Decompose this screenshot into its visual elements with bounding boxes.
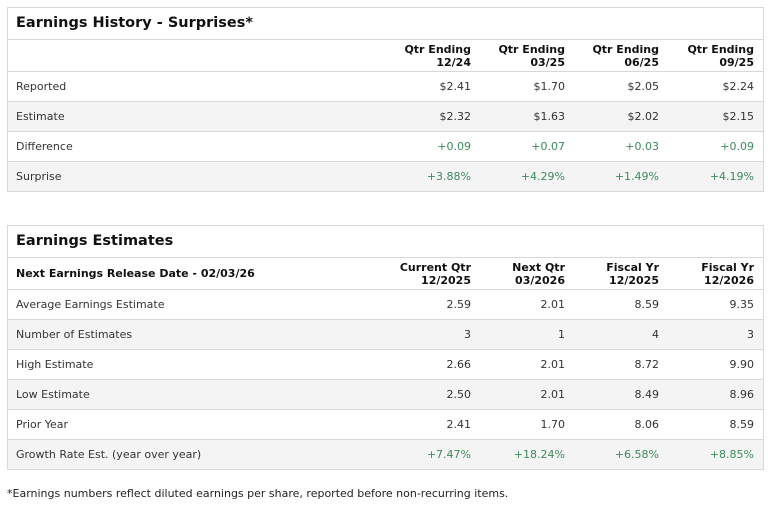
column-header: Fiscal Yr 12/2026 bbox=[659, 258, 763, 290]
earnings-history-panel: Earnings History - Surprises* Qtr Ending… bbox=[7, 7, 764, 192]
cell-value: $2.24 bbox=[659, 71, 763, 102]
footnote: *Earnings numbers reflect diluted earnin… bbox=[7, 487, 509, 500]
table-row: Prior Year 2.41 1.70 8.06 8.59 bbox=[8, 409, 763, 440]
header-row: Next Earnings Release Date - 02/03/26 Cu… bbox=[8, 258, 763, 290]
column-header: Qtr Ending 12/24 bbox=[376, 40, 471, 72]
earnings-estimates-title: Earnings Estimates bbox=[8, 226, 763, 258]
earnings-estimates-panel: Earnings Estimates Next Earnings Release… bbox=[7, 225, 764, 470]
cell-value: $1.70 bbox=[471, 71, 565, 102]
cell-value: $1.63 bbox=[471, 101, 565, 132]
row-label: Average Earnings Estimate bbox=[8, 289, 376, 320]
cell-value: 2.66 bbox=[376, 349, 471, 380]
row-label: High Estimate bbox=[8, 349, 376, 380]
cell-value: 2.01 bbox=[471, 379, 565, 410]
cell-value: +0.09 bbox=[376, 131, 471, 162]
cell-value: 8.06 bbox=[565, 409, 659, 440]
row-label: Number of Estimates bbox=[8, 319, 376, 350]
cell-value: 8.49 bbox=[565, 379, 659, 410]
table-row: High Estimate 2.66 2.01 8.72 9.90 bbox=[8, 349, 763, 380]
cell-value: 8.96 bbox=[659, 379, 763, 410]
cell-value: +6.58% bbox=[565, 439, 659, 469]
column-header: Qtr Ending 03/25 bbox=[471, 40, 565, 72]
cell-value: 8.72 bbox=[565, 349, 659, 380]
cell-value: +0.03 bbox=[565, 131, 659, 162]
cell-value: $2.41 bbox=[376, 71, 471, 102]
cell-value: 1.70 bbox=[471, 409, 565, 440]
cell-value: +7.47% bbox=[376, 439, 471, 469]
table-row: Number of Estimates 3 1 4 3 bbox=[8, 319, 763, 350]
cell-value: 4 bbox=[565, 319, 659, 350]
cell-value: +1.49% bbox=[565, 161, 659, 191]
cell-value: +0.09 bbox=[659, 131, 763, 162]
header-row: Qtr Ending 12/24 Qtr Ending 03/25 Qtr Endi… bbox=[8, 40, 763, 72]
cell-value: 9.35 bbox=[659, 289, 763, 320]
column-header: Current Qtr 12/2025 bbox=[376, 258, 471, 290]
cell-value: 8.59 bbox=[565, 289, 659, 320]
cell-value: +0.07 bbox=[471, 131, 565, 162]
column-header: Qtr Ending 09/25 bbox=[659, 40, 763, 72]
row-label: Estimate bbox=[8, 101, 376, 132]
row-label: Surprise bbox=[8, 161, 376, 191]
table-row: Difference +0.09 +0.07 +0.03 +0.09 bbox=[8, 131, 763, 162]
cell-value: 3 bbox=[376, 319, 471, 350]
cell-value: +18.24% bbox=[471, 439, 565, 469]
cell-value: $2.02 bbox=[565, 101, 659, 132]
table-row: Surprise +3.88% +4.29% +1.49% +4.19% bbox=[8, 161, 763, 191]
earnings-estimates-table: Next Earnings Release Date - 02/03/26 Cu… bbox=[8, 258, 763, 469]
row-label: Growth Rate Est. (year over year) bbox=[8, 439, 376, 469]
cell-value: 8.59 bbox=[659, 409, 763, 440]
cell-value: 2.41 bbox=[376, 409, 471, 440]
column-header: Qtr Ending 06/25 bbox=[565, 40, 659, 72]
table-row: Low Estimate 2.50 2.01 8.49 8.96 bbox=[8, 379, 763, 410]
cell-value: 2.59 bbox=[376, 289, 471, 320]
earnings-history-title: Earnings History - Surprises* bbox=[8, 8, 763, 40]
table-row: Reported $2.41 $1.70 $2.05 $2.24 bbox=[8, 71, 763, 102]
cell-value: 3 bbox=[659, 319, 763, 350]
cell-value: $2.05 bbox=[565, 71, 659, 102]
column-header: Next Qtr 03/2026 bbox=[471, 258, 565, 290]
cell-value: +3.88% bbox=[376, 161, 471, 191]
cell-value: +8.85% bbox=[659, 439, 763, 469]
table-row: Average Earnings Estimate 2.59 2.01 8.59 9.3… bbox=[8, 289, 763, 320]
row-label: Reported bbox=[8, 71, 376, 102]
row-label: Prior Year bbox=[8, 409, 376, 440]
row-label: Low Estimate bbox=[8, 379, 376, 410]
row-label: Difference bbox=[8, 131, 376, 162]
next-release-date: Next Earnings Release Date - 02/03/26 bbox=[8, 258, 376, 290]
cell-value: 9.90 bbox=[659, 349, 763, 380]
column-header: Fiscal Yr 12/2025 bbox=[565, 258, 659, 290]
table-row: Growth Rate Est. (year over year) +7.47% +… bbox=[8, 439, 763, 469]
table-row: Estimate $2.32 $1.63 $2.02 $2.15 bbox=[8, 101, 763, 132]
cell-value: 2.01 bbox=[471, 349, 565, 380]
cell-value: 1 bbox=[471, 319, 565, 350]
cell-value: 2.01 bbox=[471, 289, 565, 320]
earnings-history-table: Qtr Ending 12/24 Qtr Ending 03/25 Qtr Endi… bbox=[8, 40, 763, 191]
cell-value: $2.15 bbox=[659, 101, 763, 132]
cell-value: +4.29% bbox=[471, 161, 565, 191]
cell-value: +4.19% bbox=[659, 161, 763, 191]
cell-value: $2.32 bbox=[376, 101, 471, 132]
cell-value: 2.50 bbox=[376, 379, 471, 410]
